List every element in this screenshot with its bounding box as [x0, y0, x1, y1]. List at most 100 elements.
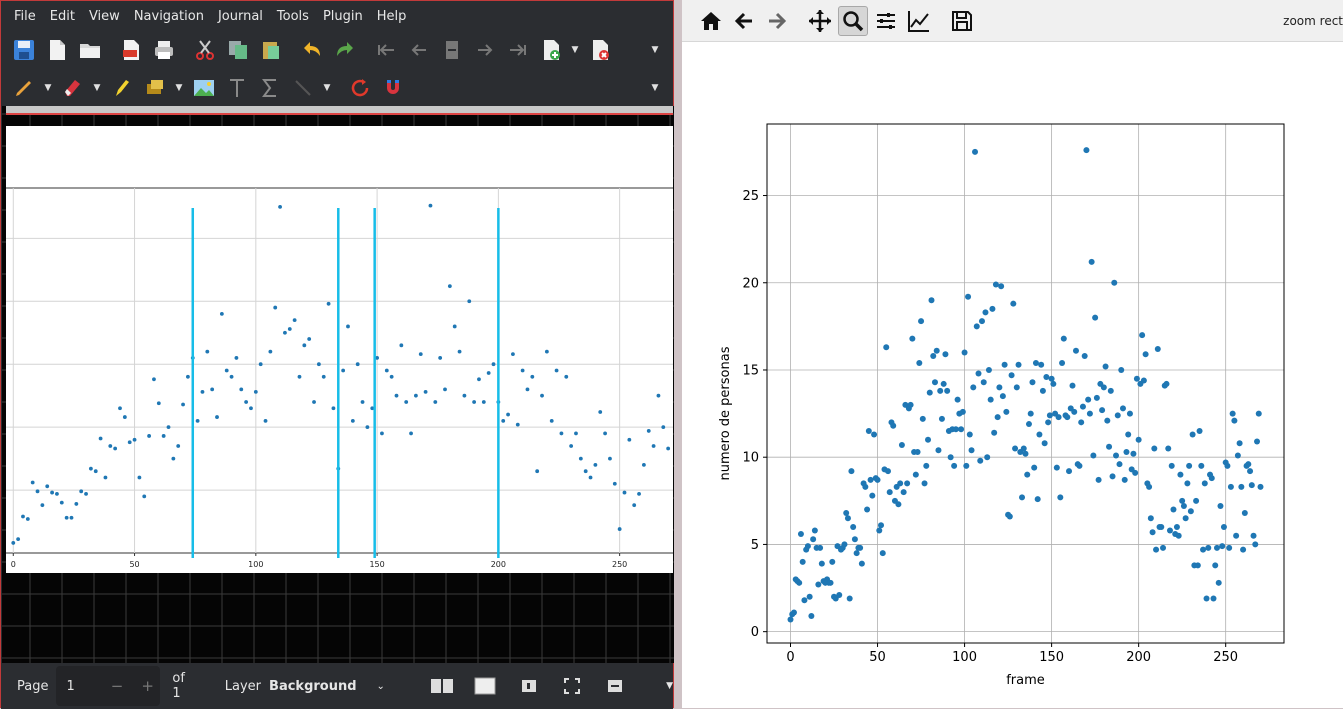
save-figure-icon[interactable] — [947, 6, 977, 36]
highlighter-icon[interactable] — [107, 73, 137, 103]
data-point — [452, 324, 457, 329]
page-decrement-button[interactable]: − — [110, 677, 124, 695]
data-point — [137, 475, 142, 480]
data-point — [224, 368, 229, 373]
data-point — [486, 371, 491, 375]
data-point — [865, 428, 872, 435]
layer-dropdown-icon[interactable]: ⌄ — [376, 680, 385, 692]
statusbar-overflow-icon[interactable]: ▼ — [666, 681, 674, 691]
data-point — [843, 510, 850, 517]
page-zoom-icon[interactable] — [516, 675, 541, 697]
pan-icon[interactable] — [805, 6, 835, 36]
menu-plugin[interactable]: Plugin — [322, 8, 363, 24]
data-point — [1111, 279, 1118, 286]
undo-icon[interactable] — [297, 35, 327, 65]
menu-help[interactable]: Help — [376, 8, 407, 24]
data-point — [1123, 448, 1130, 455]
data-point — [1072, 347, 1079, 354]
data-point — [904, 480, 911, 487]
pen-dropdown-icon[interactable]: ▼ — [44, 83, 52, 93]
data-point — [1088, 258, 1095, 265]
line-dropdown-icon[interactable]: ▼ — [323, 83, 331, 93]
eraser-dropdown-icon[interactable]: ▼ — [93, 83, 101, 93]
goto-first-icon[interactable] — [371, 35, 401, 65]
text-icon[interactable] — [222, 73, 252, 103]
paste-icon[interactable] — [256, 35, 286, 65]
journal-page[interactable]: 050100150200250frame — [6, 126, 673, 586]
data-point — [890, 422, 897, 429]
menu-navigation[interactable]: Navigation — [133, 8, 204, 24]
layers-icon[interactable] — [140, 73, 170, 103]
data-point — [1198, 462, 1205, 469]
delete-page-icon[interactable] — [585, 35, 615, 65]
cut-icon[interactable] — [190, 35, 220, 65]
menu-journal[interactable]: Journal — [217, 8, 263, 24]
data-point — [1186, 462, 1193, 469]
zoom-out-icon[interactable] — [603, 675, 628, 697]
data-point — [1257, 483, 1264, 490]
print-icon[interactable] — [149, 35, 179, 65]
subplots-icon[interactable] — [871, 6, 901, 36]
data-point — [1099, 407, 1106, 414]
redo-icon[interactable] — [330, 35, 360, 65]
data-point — [1250, 532, 1257, 539]
data-point — [884, 468, 891, 475]
page-increment-button[interactable]: + — [141, 677, 154, 695]
save-icon[interactable] — [9, 35, 39, 65]
magnet-icon[interactable] — [378, 73, 408, 103]
layers-dropdown-icon[interactable]: ▼ — [175, 83, 183, 93]
page-spinner[interactable]: 1 − + — [56, 666, 161, 706]
data-point — [1114, 412, 1121, 419]
two-page-view-icon[interactable] — [429, 675, 454, 697]
goto-next-icon[interactable] — [470, 35, 500, 65]
data-point — [1182, 515, 1189, 522]
goto-back-icon[interactable] — [404, 35, 434, 65]
open-folder-icon[interactable] — [75, 35, 105, 65]
menu-view[interactable]: View — [88, 8, 120, 24]
goto-last-icon[interactable] — [503, 35, 533, 65]
matplotlib-figure[interactable]: 0 50 100 150 200 250 0 5 10 15 20 25 frame numero de … — [682, 42, 1343, 708]
fullscreen-icon[interactable] — [559, 675, 584, 697]
insert-page-dropdown-icon[interactable]: ▼ — [571, 45, 579, 55]
tools-overflow-icon[interactable]: ▼ — [651, 83, 659, 93]
presentation-view-icon[interactable] — [472, 675, 497, 697]
data-point — [651, 444, 656, 448]
pen-icon[interactable] — [9, 73, 39, 103]
math-tex-icon[interactable] — [255, 73, 285, 103]
home-icon[interactable] — [696, 6, 726, 36]
zoom-icon[interactable] — [838, 5, 868, 36]
goto-page-icon[interactable] — [437, 35, 467, 65]
data-point — [118, 406, 122, 411]
data-point — [935, 447, 942, 454]
back-arrow-icon[interactable] — [729, 6, 759, 36]
data-point — [940, 380, 947, 387]
insert-page-icon[interactable] — [536, 35, 566, 65]
menu-file[interactable]: File — [14, 8, 36, 24]
menu-edit[interactable]: Edit — [49, 8, 75, 24]
page-number-input[interactable]: 1 — [66, 678, 75, 694]
data-point — [443, 387, 447, 392]
forward-arrow-icon[interactable] — [762, 6, 792, 36]
export-pdf-icon[interactable] — [116, 35, 146, 65]
menu-tools[interactable]: Tools — [276, 8, 309, 24]
line-icon[interactable] — [288, 73, 318, 103]
image-icon[interactable] — [189, 73, 219, 103]
eraser-icon[interactable] — [58, 73, 88, 103]
data-point — [914, 448, 921, 455]
data-point — [1245, 461, 1252, 468]
data-point — [827, 579, 834, 586]
data-point — [1153, 546, 1160, 553]
layer-select[interactable]: Background — [269, 678, 357, 694]
data-point — [1170, 506, 1177, 513]
copy-icon[interactable] — [223, 35, 253, 65]
document-canvas[interactable]: 050100150200250frame — [2, 106, 674, 663]
edit-axis-icon[interactable] — [904, 6, 934, 36]
data-point — [244, 400, 249, 404]
data-point — [919, 415, 926, 422]
rotate-icon[interactable] — [345, 73, 375, 103]
data-point — [862, 483, 869, 490]
toolbar-overflow-icon[interactable]: ▼ — [651, 45, 659, 55]
data-point — [564, 374, 569, 379]
data-point — [360, 400, 365, 404]
new-page-icon[interactable] — [42, 35, 72, 65]
